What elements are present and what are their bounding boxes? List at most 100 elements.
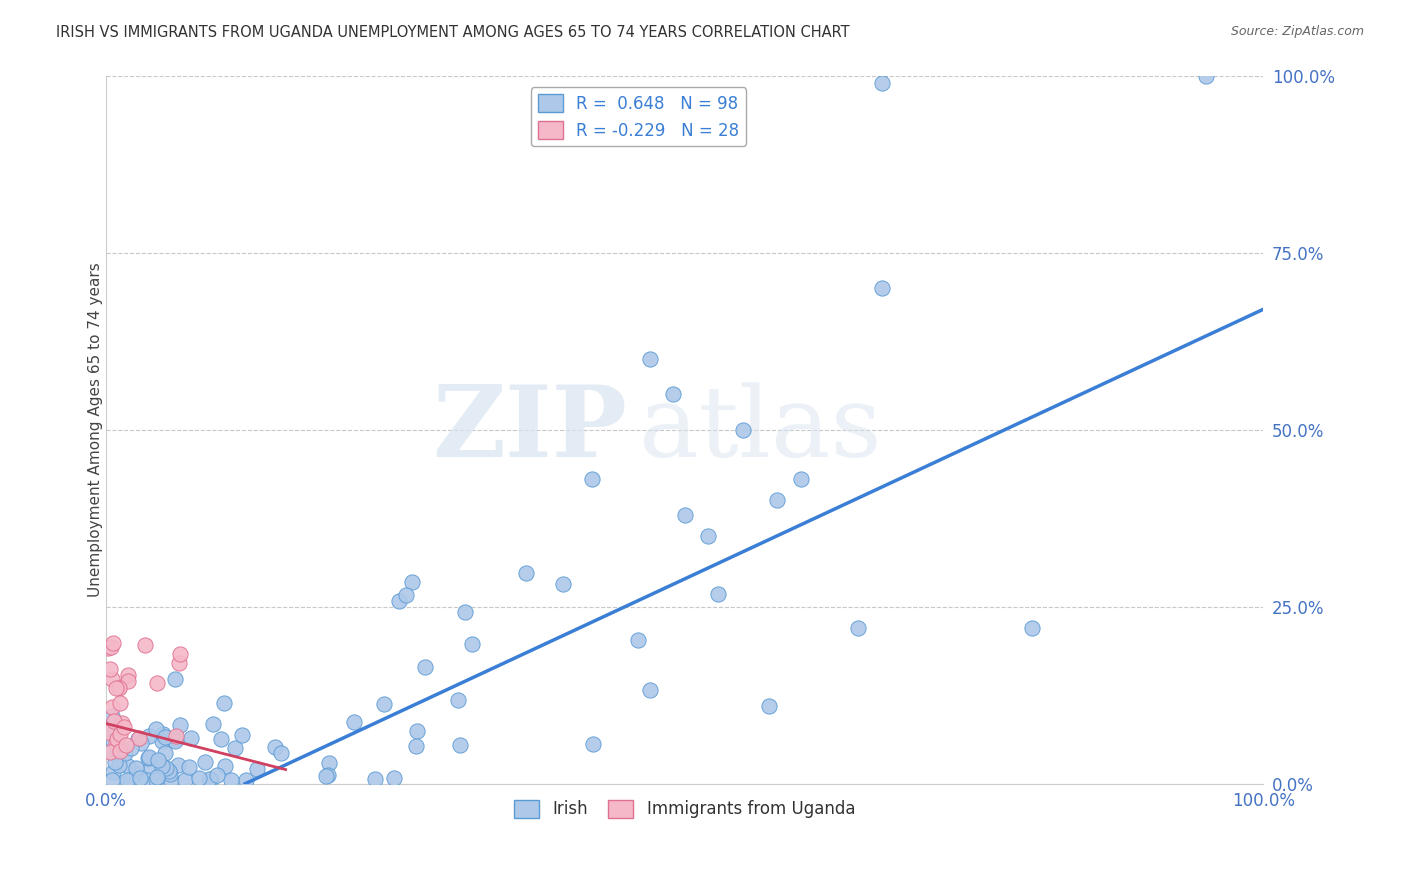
Point <box>200 772 222 786</box>
Point <box>159 766 181 780</box>
Text: atlas: atlas <box>638 382 882 477</box>
Point <box>180 731 202 745</box>
Point <box>114 746 136 760</box>
Point <box>112 721 135 735</box>
Point <box>214 759 236 773</box>
Point <box>581 472 603 486</box>
Point <box>101 700 124 714</box>
Point <box>145 772 167 787</box>
Point <box>166 758 188 772</box>
Point <box>125 761 148 775</box>
Point <box>146 752 169 766</box>
Point <box>103 714 125 728</box>
Point <box>209 731 232 746</box>
Point <box>101 745 124 759</box>
Point <box>101 636 124 650</box>
Point <box>270 746 292 760</box>
Point <box>157 764 180 779</box>
Point <box>163 733 186 747</box>
Point <box>108 744 131 758</box>
Point <box>1194 69 1216 83</box>
Point <box>155 730 177 744</box>
Point <box>101 734 124 748</box>
Point <box>364 772 387 786</box>
Point <box>108 696 131 710</box>
Point <box>205 767 228 781</box>
Point <box>169 647 191 661</box>
Point <box>263 739 285 754</box>
Point <box>343 714 366 729</box>
Point <box>235 772 257 787</box>
Point <box>167 656 190 670</box>
Point <box>246 762 269 776</box>
Point <box>117 673 139 688</box>
Point <box>461 637 484 651</box>
Point <box>454 605 477 619</box>
Legend: Irish, Immigrants from Uganda: Irish, Immigrants from Uganda <box>508 793 862 825</box>
Point <box>149 766 172 780</box>
Point <box>139 760 162 774</box>
Point <box>401 574 423 589</box>
Point <box>98 662 121 676</box>
Text: IRISH VS IMMIGRANTS FROM UGANDA UNEMPLOYMENT AMONG AGES 65 TO 74 YEARS CORRELATI: IRISH VS IMMIGRANTS FROM UGANDA UNEMPLOY… <box>56 25 849 40</box>
Point <box>201 717 224 731</box>
Point <box>152 727 174 741</box>
Point <box>582 737 605 751</box>
Point <box>697 529 720 543</box>
Point <box>789 472 811 486</box>
Point <box>197 772 219 787</box>
Point <box>108 727 131 741</box>
Point <box>848 621 870 635</box>
Point <box>108 758 131 772</box>
Point <box>159 772 181 787</box>
Point <box>96 725 118 739</box>
Point <box>101 773 124 788</box>
Point <box>165 729 187 743</box>
Point <box>103 724 125 739</box>
Point <box>382 772 405 786</box>
Point <box>117 667 139 681</box>
Point <box>163 731 186 746</box>
Point <box>447 693 470 707</box>
Point <box>315 769 337 783</box>
Point <box>127 731 149 746</box>
Point <box>163 672 186 686</box>
Point <box>120 773 142 788</box>
Point <box>115 738 138 752</box>
Point <box>111 715 134 730</box>
Point <box>108 680 131 694</box>
Point <box>231 728 253 742</box>
Point <box>138 751 160 765</box>
Point <box>395 588 418 602</box>
Point <box>155 761 177 775</box>
Point <box>117 759 139 773</box>
Point <box>153 746 176 760</box>
Point <box>101 672 124 686</box>
Point <box>638 351 661 366</box>
Point <box>150 734 173 748</box>
Point <box>135 773 157 788</box>
Point <box>627 633 650 648</box>
Point <box>129 771 152 785</box>
Text: ZIP: ZIP <box>432 381 627 478</box>
Point <box>146 676 169 690</box>
Y-axis label: Unemployment Among Ages 65 to 74 years: Unemployment Among Ages 65 to 74 years <box>87 262 103 597</box>
Text: Source: ZipAtlas.com: Source: ZipAtlas.com <box>1230 25 1364 38</box>
Point <box>413 660 436 674</box>
Point <box>1021 621 1043 635</box>
Point <box>108 681 131 695</box>
Point <box>212 696 235 710</box>
Point <box>101 708 124 723</box>
Point <box>551 577 574 591</box>
Point <box>194 755 217 769</box>
Point <box>145 722 167 736</box>
Point <box>766 493 789 508</box>
Point <box>124 765 146 780</box>
Point <box>104 736 127 750</box>
Point <box>638 682 661 697</box>
Point <box>104 755 127 769</box>
Point <box>707 587 730 601</box>
Point <box>128 731 150 745</box>
Point <box>100 640 122 655</box>
Point <box>179 760 201 774</box>
